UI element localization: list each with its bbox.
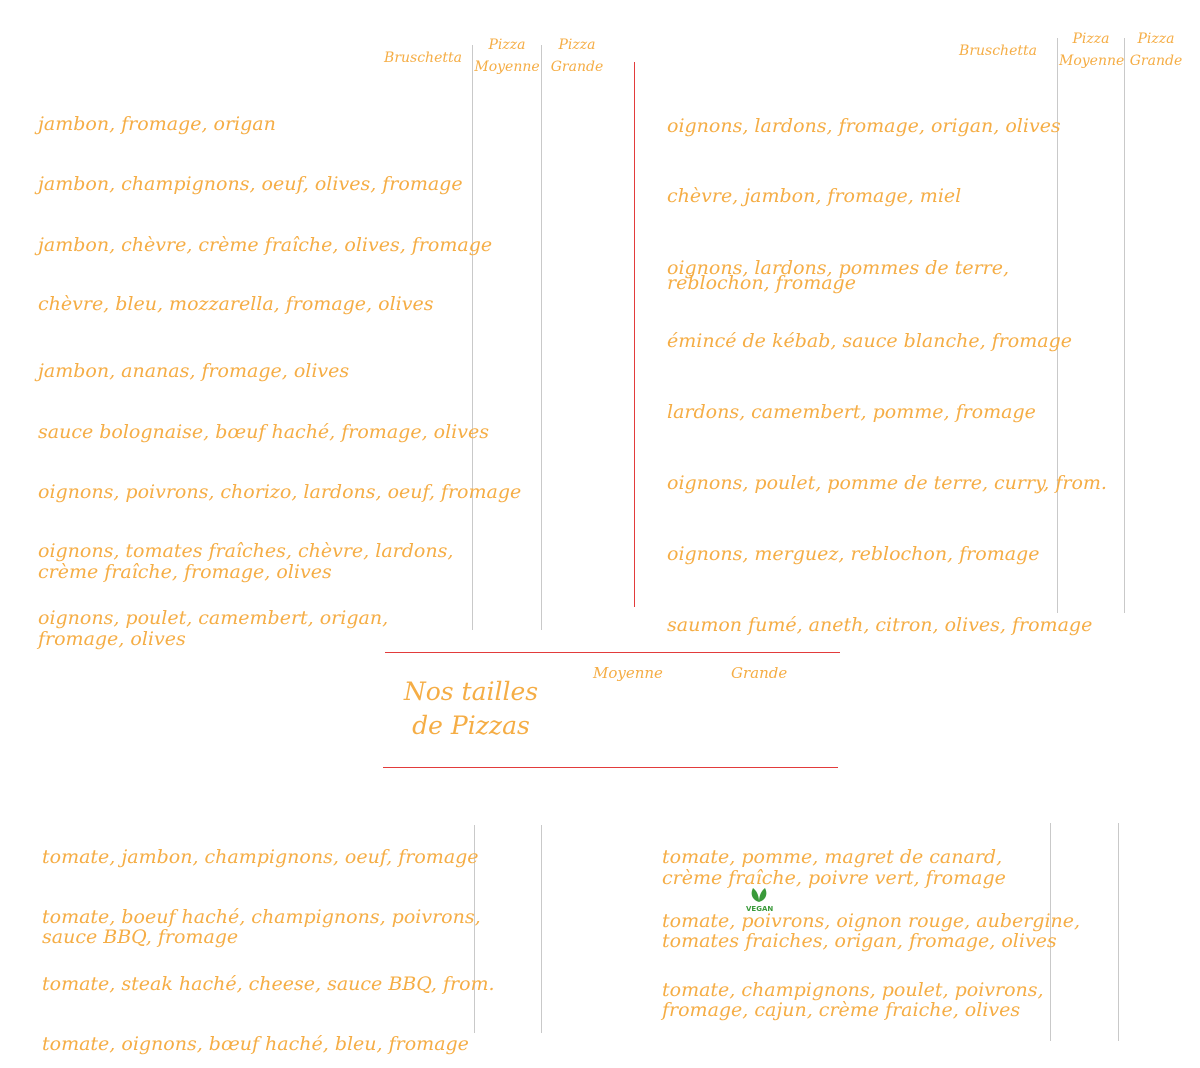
leaf-icon <box>751 888 767 902</box>
list-item: oignons, poulet, pomme de terre, curry, … <box>667 472 1107 494</box>
list-item: oignons, tomates fraîches, chèvre, lardo… <box>38 540 454 562</box>
list-item: tomate, boeuf haché, champignons, poivro… <box>42 906 481 928</box>
list-item: tomate, oignons, bœuf haché, bleu, froma… <box>42 1033 469 1055</box>
list-item: crème fraîche, poivre vert, fromage <box>662 867 1006 889</box>
left-header-grande: Pizza Grande <box>550 37 604 75</box>
list-item: jambon, ananas, fromage, olives <box>38 360 350 382</box>
sizes-title-line1: Nos tailles <box>403 677 539 706</box>
size-grande-label: Grande <box>731 664 788 682</box>
right-header-bruschetta: Bruschetta <box>959 43 1037 59</box>
sizes-bottom-red-rule <box>383 767 838 768</box>
list-item: sauce BBQ, fromage <box>42 926 239 948</box>
bottom-left-column-rule <box>474 825 475 1033</box>
list-item: crème fraîche, fromage, olives <box>38 561 332 583</box>
list-item: oignons, lardons, fromage, origan, olive… <box>667 115 1061 137</box>
list-item: émincé de kébab, sauce blanche, fromage <box>667 330 1072 352</box>
list-item: oignons, lardons, pommes de terre, <box>667 257 1010 279</box>
center-red-divider <box>634 62 635 607</box>
list-item: lardons, camembert, pomme, fromage <box>667 401 1036 423</box>
list-item: oignons, merguez, reblochon, fromage <box>667 543 1040 565</box>
right-header-moyenne: Pizza Moyenne <box>1059 31 1125 69</box>
left-column-rule <box>472 45 473 630</box>
bottom-right-column-rule <box>1050 823 1051 1041</box>
list-item: tomate, jambon, champignons, oeuf, froma… <box>42 846 479 868</box>
list-item: tomates fraiches, origan, fromage, olive… <box>662 930 1057 952</box>
list-item: oignons, poivrons, chorizo, lardons, oeu… <box>38 481 522 503</box>
vegan-badge: VEGAN <box>746 885 774 913</box>
bottom-right-column-rule <box>1118 823 1119 1041</box>
list-item: sauce bolognaise, bœuf haché, fromage, o… <box>38 421 489 443</box>
list-item: tomate, poivrons, oignon rouge, aubergin… <box>662 910 1081 932</box>
vegan-label: VEGAN <box>746 905 774 913</box>
right-header-grande: Pizza Grande <box>1129 31 1183 69</box>
left-header-moyenne: Pizza Moyenne <box>474 37 540 75</box>
sizes-title: Nos tailles de Pizzas <box>396 675 546 743</box>
left-header-bruschetta: Bruschetta <box>384 50 462 66</box>
list-item: oignons, poulet, camembert, origan, <box>38 607 389 629</box>
list-item: jambon, chèvre, crème fraîche, olives, f… <box>38 234 493 256</box>
list-item: tomate, pomme, magret de canard, <box>662 846 1003 868</box>
list-item: jambon, fromage, origan <box>38 113 276 135</box>
list-item: fromage, olives <box>38 628 186 650</box>
list-item: fromage, cajun, crème fraiche, olives <box>662 999 1021 1021</box>
sizes-title-line2: de Pizzas <box>412 711 530 740</box>
list-item: chèvre, bleu, mozzarella, fromage, olive… <box>38 293 434 315</box>
list-item: tomate, champignons, poulet, poivrons, <box>662 979 1044 1001</box>
left-column-rule <box>541 45 542 630</box>
right-column-rule <box>1124 38 1125 613</box>
size-moyenne-label: Moyenne <box>593 664 663 682</box>
bottom-left-column-rule <box>541 825 542 1033</box>
sizes-top-red-rule <box>385 652 840 653</box>
list-item: chèvre, jambon, fromage, miel <box>667 185 962 207</box>
list-item: jambon, champignons, oeuf, olives, froma… <box>38 173 463 195</box>
right-column-rule <box>1057 38 1058 613</box>
list-item: reblochon, fromage <box>667 272 856 294</box>
list-item: saumon fumé, aneth, citron, olives, from… <box>667 614 1093 636</box>
list-item: tomate, steak haché, cheese, sauce BBQ, … <box>42 973 495 995</box>
